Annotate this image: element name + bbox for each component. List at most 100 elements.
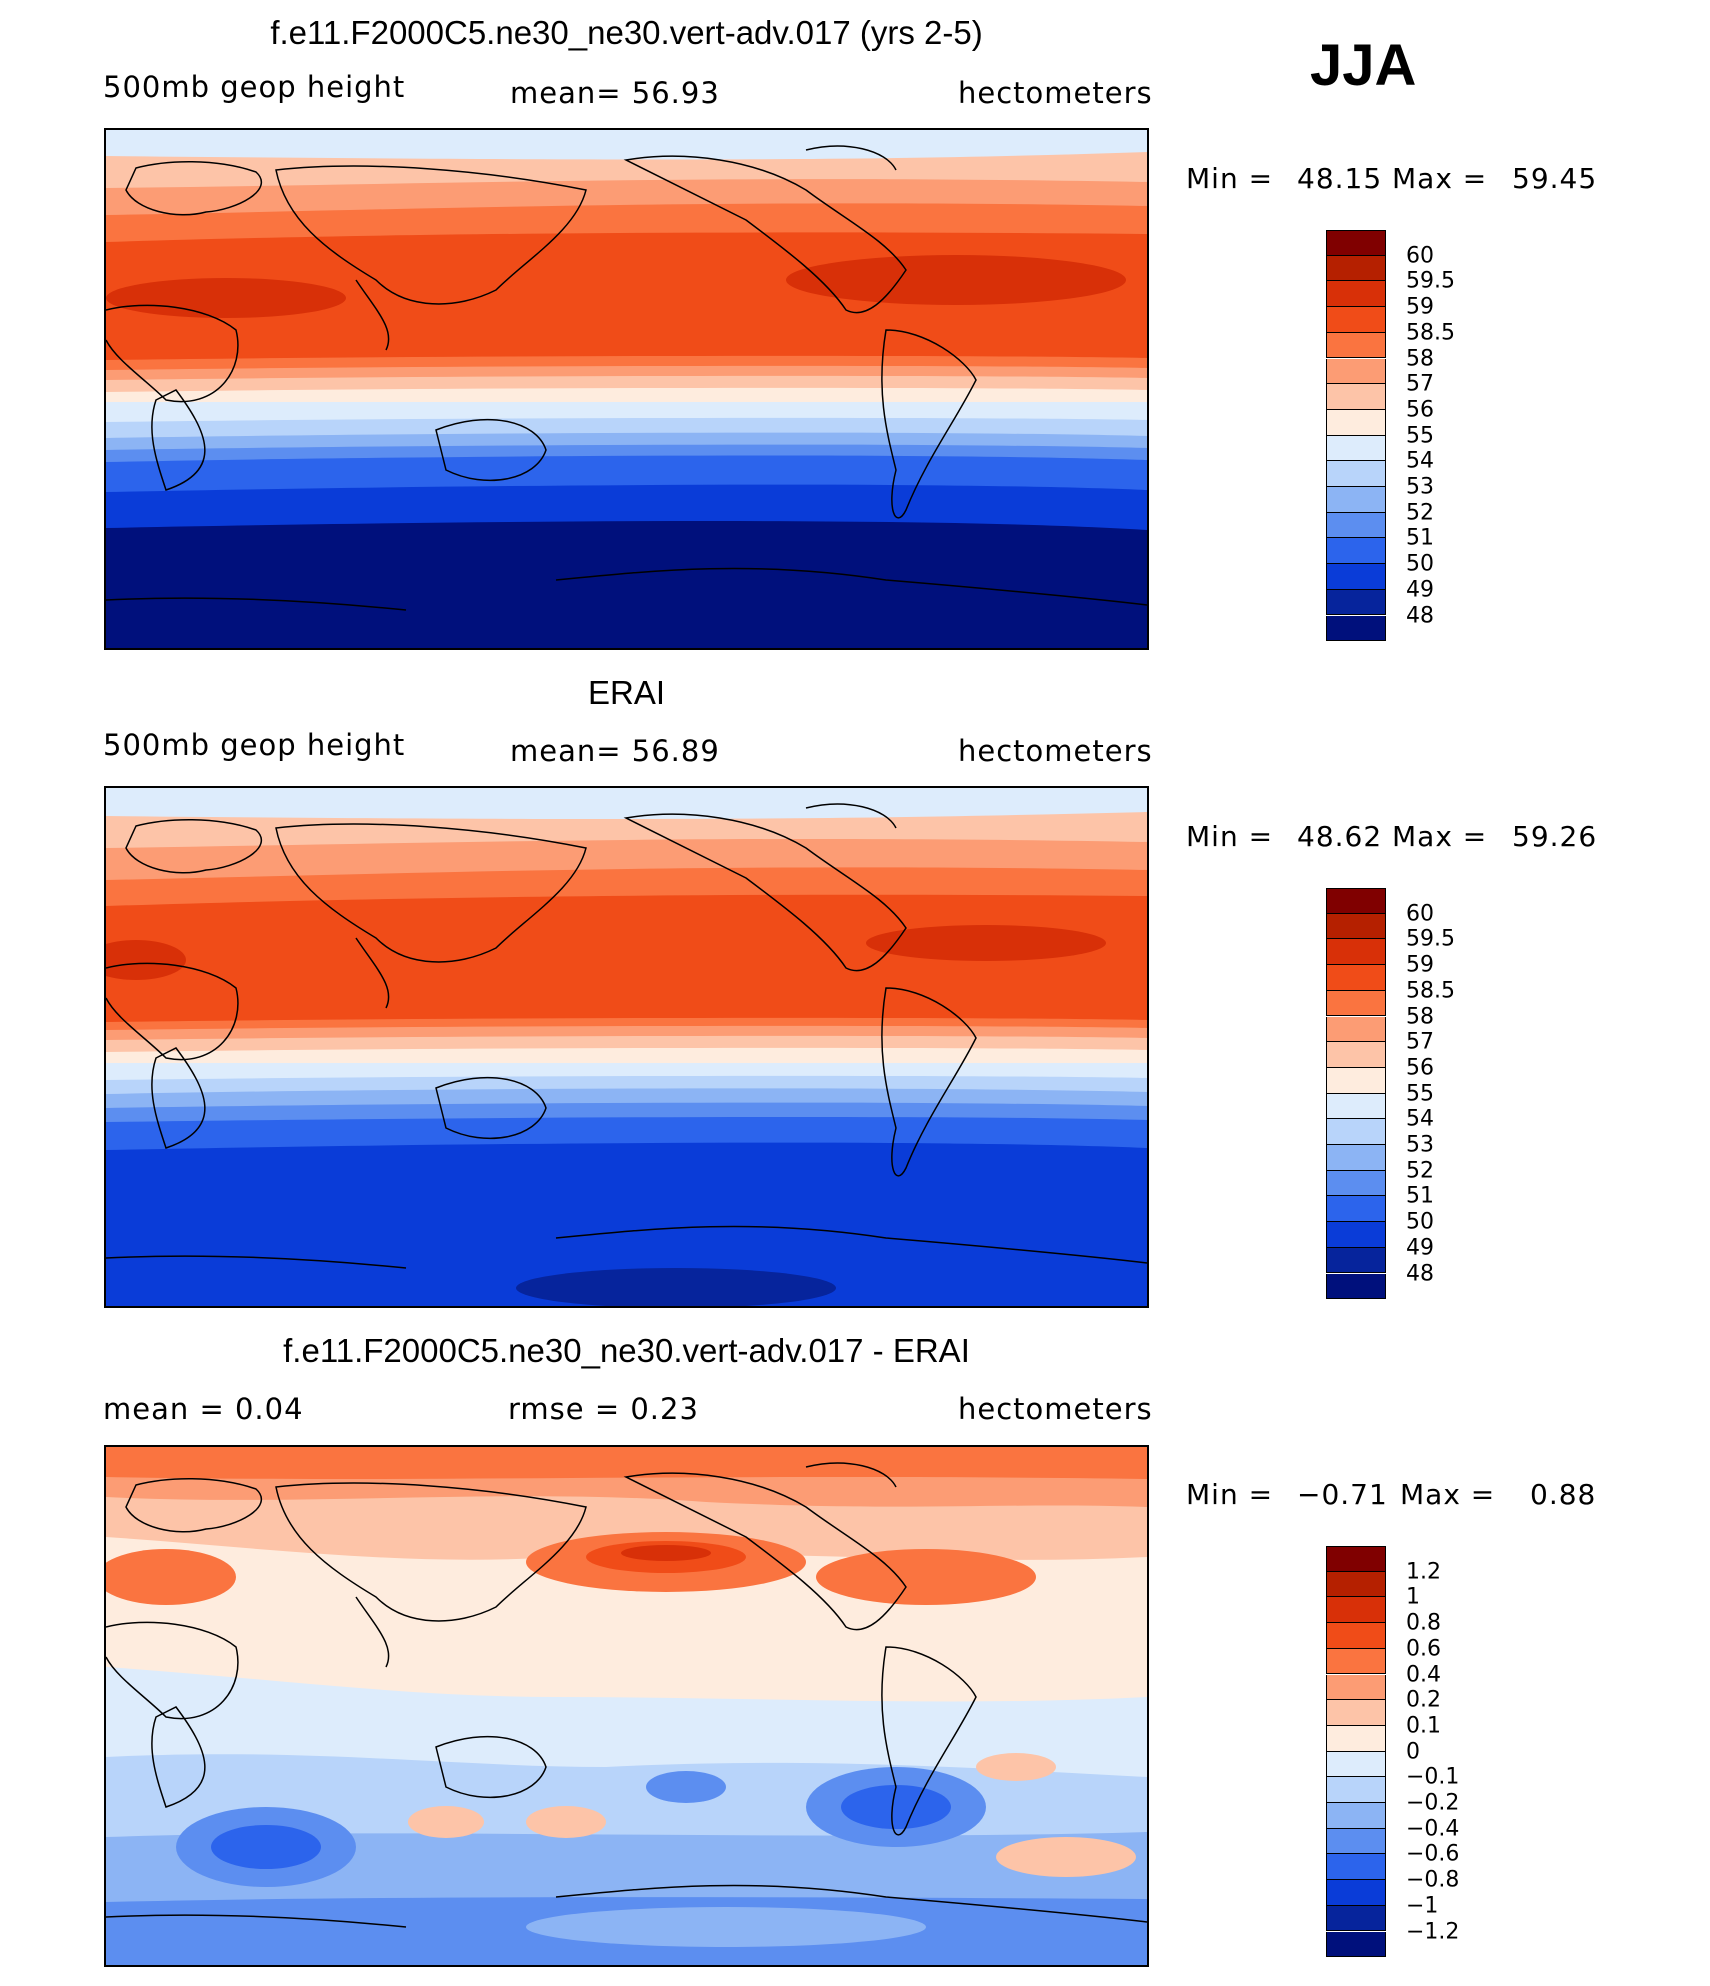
colorbar-tick-label: 57 <box>1406 371 1434 397</box>
panel-3-title: f.e11.F2000C5.ne30_ne30.vert-adv.017 - E… <box>283 1332 970 1369</box>
colorbar-swatch <box>1326 1931 1386 1958</box>
panel-2-min-label: Min = <box>1186 820 1274 853</box>
colorbar-swatch <box>1326 1751 1386 1778</box>
colorbar-swatch <box>1326 1674 1386 1701</box>
colorbar-swatch <box>1326 965 1386 991</box>
colorbar-tick-label: 0.8 <box>1406 1610 1441 1636</box>
panel-1-title: f.e11.F2000C5.ne30_ne30.vert-adv.017 (yr… <box>270 14 983 51</box>
panel-2-mean-label: mean= 56.89 <box>510 734 720 768</box>
panel-3-min-value: −0.71 <box>1297 1478 1388 1511</box>
colorbar-swatch <box>1326 1854 1386 1881</box>
colorbar-swatch <box>1326 1905 1386 1932</box>
colorbar-tick-label: 56 <box>1406 1055 1434 1081</box>
colorbar-swatch <box>1326 409 1386 436</box>
colorbar-tick-label: 54 <box>1406 1106 1434 1132</box>
colorbar-swatch <box>1326 435 1386 462</box>
colorbar-swatch <box>1326 487 1386 513</box>
colorbar-tick-label: 53 <box>1406 474 1434 500</box>
panel-2-title: ERAI <box>587 674 666 711</box>
panel-3-units-label: hectometers <box>958 1392 1153 1426</box>
colorbar-swatch <box>1326 1247 1386 1274</box>
colorbar-swatch <box>1326 1828 1386 1855</box>
colorbar-tick-label: 59.5 <box>1406 268 1455 294</box>
colorbar-swatch <box>1326 255 1386 282</box>
panel-2-colorbar: 60 59.5 59 58.5 58 57 56 55 54 53 52 51 50 49 48 <box>1326 888 1455 1300</box>
panel-1-variable-label: 500mb geop height <box>103 70 406 104</box>
panel-2-max-value: 59.26 <box>1512 820 1598 853</box>
colorbar-tick-label: 55 <box>1406 423 1434 449</box>
colorbar-tick-label: −0.6 <box>1406 1841 1460 1867</box>
panel-3-map-svg <box>106 1447 1147 1965</box>
colorbar-tick-label: 54 <box>1406 448 1434 474</box>
panel-2-map-svg <box>106 788 1147 1306</box>
colorbar-tick-label: 51 <box>1406 525 1434 551</box>
colorbar-tick-label: 56 <box>1406 397 1434 423</box>
colorbar-swatch <box>1326 615 1386 642</box>
panel-3-mean-label: mean = 0.04 <box>103 1392 304 1426</box>
colorbar-swatch <box>1326 888 1386 914</box>
panel-3-colorbar: 1.2 1 0.8 0.6 0.4 0.2 0.1 0 −0.1 −0.2 −0.4 −0.6 −0.8… <box>1326 1546 1459 1958</box>
season-label: JJA <box>1310 33 1417 98</box>
colorbar-tick-label: 48 <box>1406 1261 1434 1286</box>
colorbar-swatch <box>1326 1803 1386 1829</box>
colorbar-tick-label: 0 <box>1406 1739 1420 1765</box>
colorbar-swatch <box>1326 1067 1386 1094</box>
colorbar-tick-label: 1.2 <box>1406 1559 1441 1585</box>
colorbar-swatch <box>1326 1145 1386 1171</box>
panel-3-max-label: Max = <box>1400 1478 1496 1511</box>
colorbar-tick-label: 1 <box>1406 1584 1420 1610</box>
panel-2-map <box>104 786 1149 1308</box>
colorbar-tick-label: −0.1 <box>1406 1764 1460 1790</box>
colorbar-swatch <box>1326 1597 1386 1624</box>
colorbar-swatch <box>1326 1880 1386 1906</box>
colorbar-tick-label: −0.8 <box>1406 1867 1460 1893</box>
colorbar-swatch <box>1326 384 1386 410</box>
colorbar-tick-label: 58.5 <box>1406 978 1455 1004</box>
colorbar-tick-label: −1.2 <box>1406 1919 1460 1944</box>
colorbar-swatch <box>1326 281 1386 308</box>
colorbar-swatch <box>1326 913 1386 940</box>
colorbar-swatch <box>1326 358 1386 385</box>
colorbar-tick-label: 51 <box>1406 1183 1434 1209</box>
colorbar-swatch <box>1326 1571 1386 1598</box>
panel-1-map-svg <box>106 130 1147 648</box>
panel-2-max-label: Max = <box>1392 820 1488 853</box>
colorbar-tick-label: −1 <box>1406 1893 1439 1919</box>
colorbar-swatch <box>1326 1648 1386 1675</box>
panel-3-rmse-label: rmse = 0.23 <box>508 1392 699 1426</box>
panel-1-colorbar: 60 59.5 59 58.5 58 57 56 55 54 53 52 51 50 49 48 <box>1326 230 1455 642</box>
colorbar-tick-label: 53 <box>1406 1132 1434 1158</box>
colorbar-swatch <box>1326 1119 1386 1145</box>
colorbar-tick-label: 49 <box>1406 1235 1434 1261</box>
colorbar-tick-label: 52 <box>1406 500 1434 526</box>
colorbar-tick-label: −0.4 <box>1406 1816 1460 1842</box>
colorbar-swatch <box>1326 1700 1386 1726</box>
panel-1-min-label: Min = <box>1186 162 1274 195</box>
panel-1-max-value: 59.45 <box>1512 162 1598 195</box>
panel-3-max-value: 0.88 <box>1530 1478 1597 1511</box>
colorbar-tick-label: 60 <box>1406 901 1434 927</box>
colorbar-swatch <box>1326 1196 1386 1223</box>
colorbar-swatch <box>1326 230 1386 256</box>
colorbar-tick-label: 50 <box>1406 1209 1434 1235</box>
colorbar-swatch <box>1326 512 1386 539</box>
colorbar-swatch <box>1326 538 1386 565</box>
colorbar-swatch <box>1326 461 1386 487</box>
colorbar-swatch <box>1326 307 1386 333</box>
colorbar-swatch <box>1326 1042 1386 1068</box>
colorbar-swatch <box>1326 1093 1386 1120</box>
panel-3-map <box>104 1445 1149 1967</box>
panel-1-max-label: Max = <box>1392 162 1488 195</box>
panel-2-units-label: hectometers <box>958 734 1153 768</box>
colorbar-tick-label: 52 <box>1406 1158 1434 1184</box>
panel-1-mean-label: mean= 56.93 <box>510 76 720 110</box>
colorbar-swatch <box>1326 332 1386 359</box>
colorbar-tick-label: 0.1 <box>1406 1713 1441 1739</box>
colorbar-tick-label: 58.5 <box>1406 320 1455 346</box>
colorbar-tick-label: 59 <box>1406 952 1434 978</box>
colorbar-swatch <box>1326 564 1386 590</box>
colorbar-tick-label: 55 <box>1406 1081 1434 1107</box>
colorbar-tick-label: 0.2 <box>1406 1687 1441 1713</box>
panel-1-units-label: hectometers <box>958 76 1153 110</box>
colorbar-tick-label: 60 <box>1406 243 1434 269</box>
